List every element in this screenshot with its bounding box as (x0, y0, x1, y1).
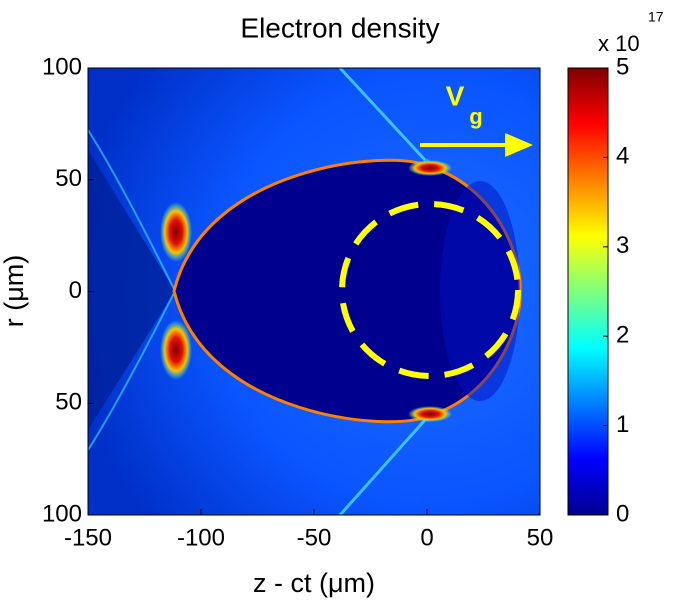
colorbar (567, 67, 609, 516)
chart-title: Electron density (240, 12, 439, 43)
x-tick-label: -50 (297, 524, 332, 551)
colorbar-tick-label: 2 (616, 322, 629, 349)
x-tick-label: 0 (420, 524, 433, 551)
y-tick-label: 0 (69, 277, 82, 304)
y-tick-label: 50 (55, 389, 82, 416)
colorbar-multiplier: x 10 (598, 31, 640, 56)
density-image (88, 68, 540, 515)
colorbar-tick-label: 4 (616, 143, 629, 170)
colorbar-tick-label: 1 (616, 411, 629, 438)
annotation: V (446, 80, 465, 111)
annotation-subscript: g (469, 104, 482, 129)
colorbar-exponent: 17 (648, 9, 664, 25)
x-tick-label: -150 (64, 524, 112, 551)
arrow-head (505, 133, 533, 157)
y-tick-label: 100 (42, 53, 82, 80)
y-axis-label: r (μm) (0, 255, 29, 328)
dashed-circle (339, 201, 521, 379)
y-tick-label: 50 (55, 165, 82, 192)
colorbar-tick-label: 0 (616, 500, 629, 527)
x-tick-label: 50 (527, 524, 554, 551)
y-tick-label: 100 (42, 500, 82, 527)
colorbar-tick-label: 3 (616, 232, 629, 259)
colorbar-tick-label: 5 (616, 53, 629, 80)
x-tick-label: -100 (177, 524, 225, 551)
x-axis-label: z - ct (μm) (253, 568, 375, 598)
